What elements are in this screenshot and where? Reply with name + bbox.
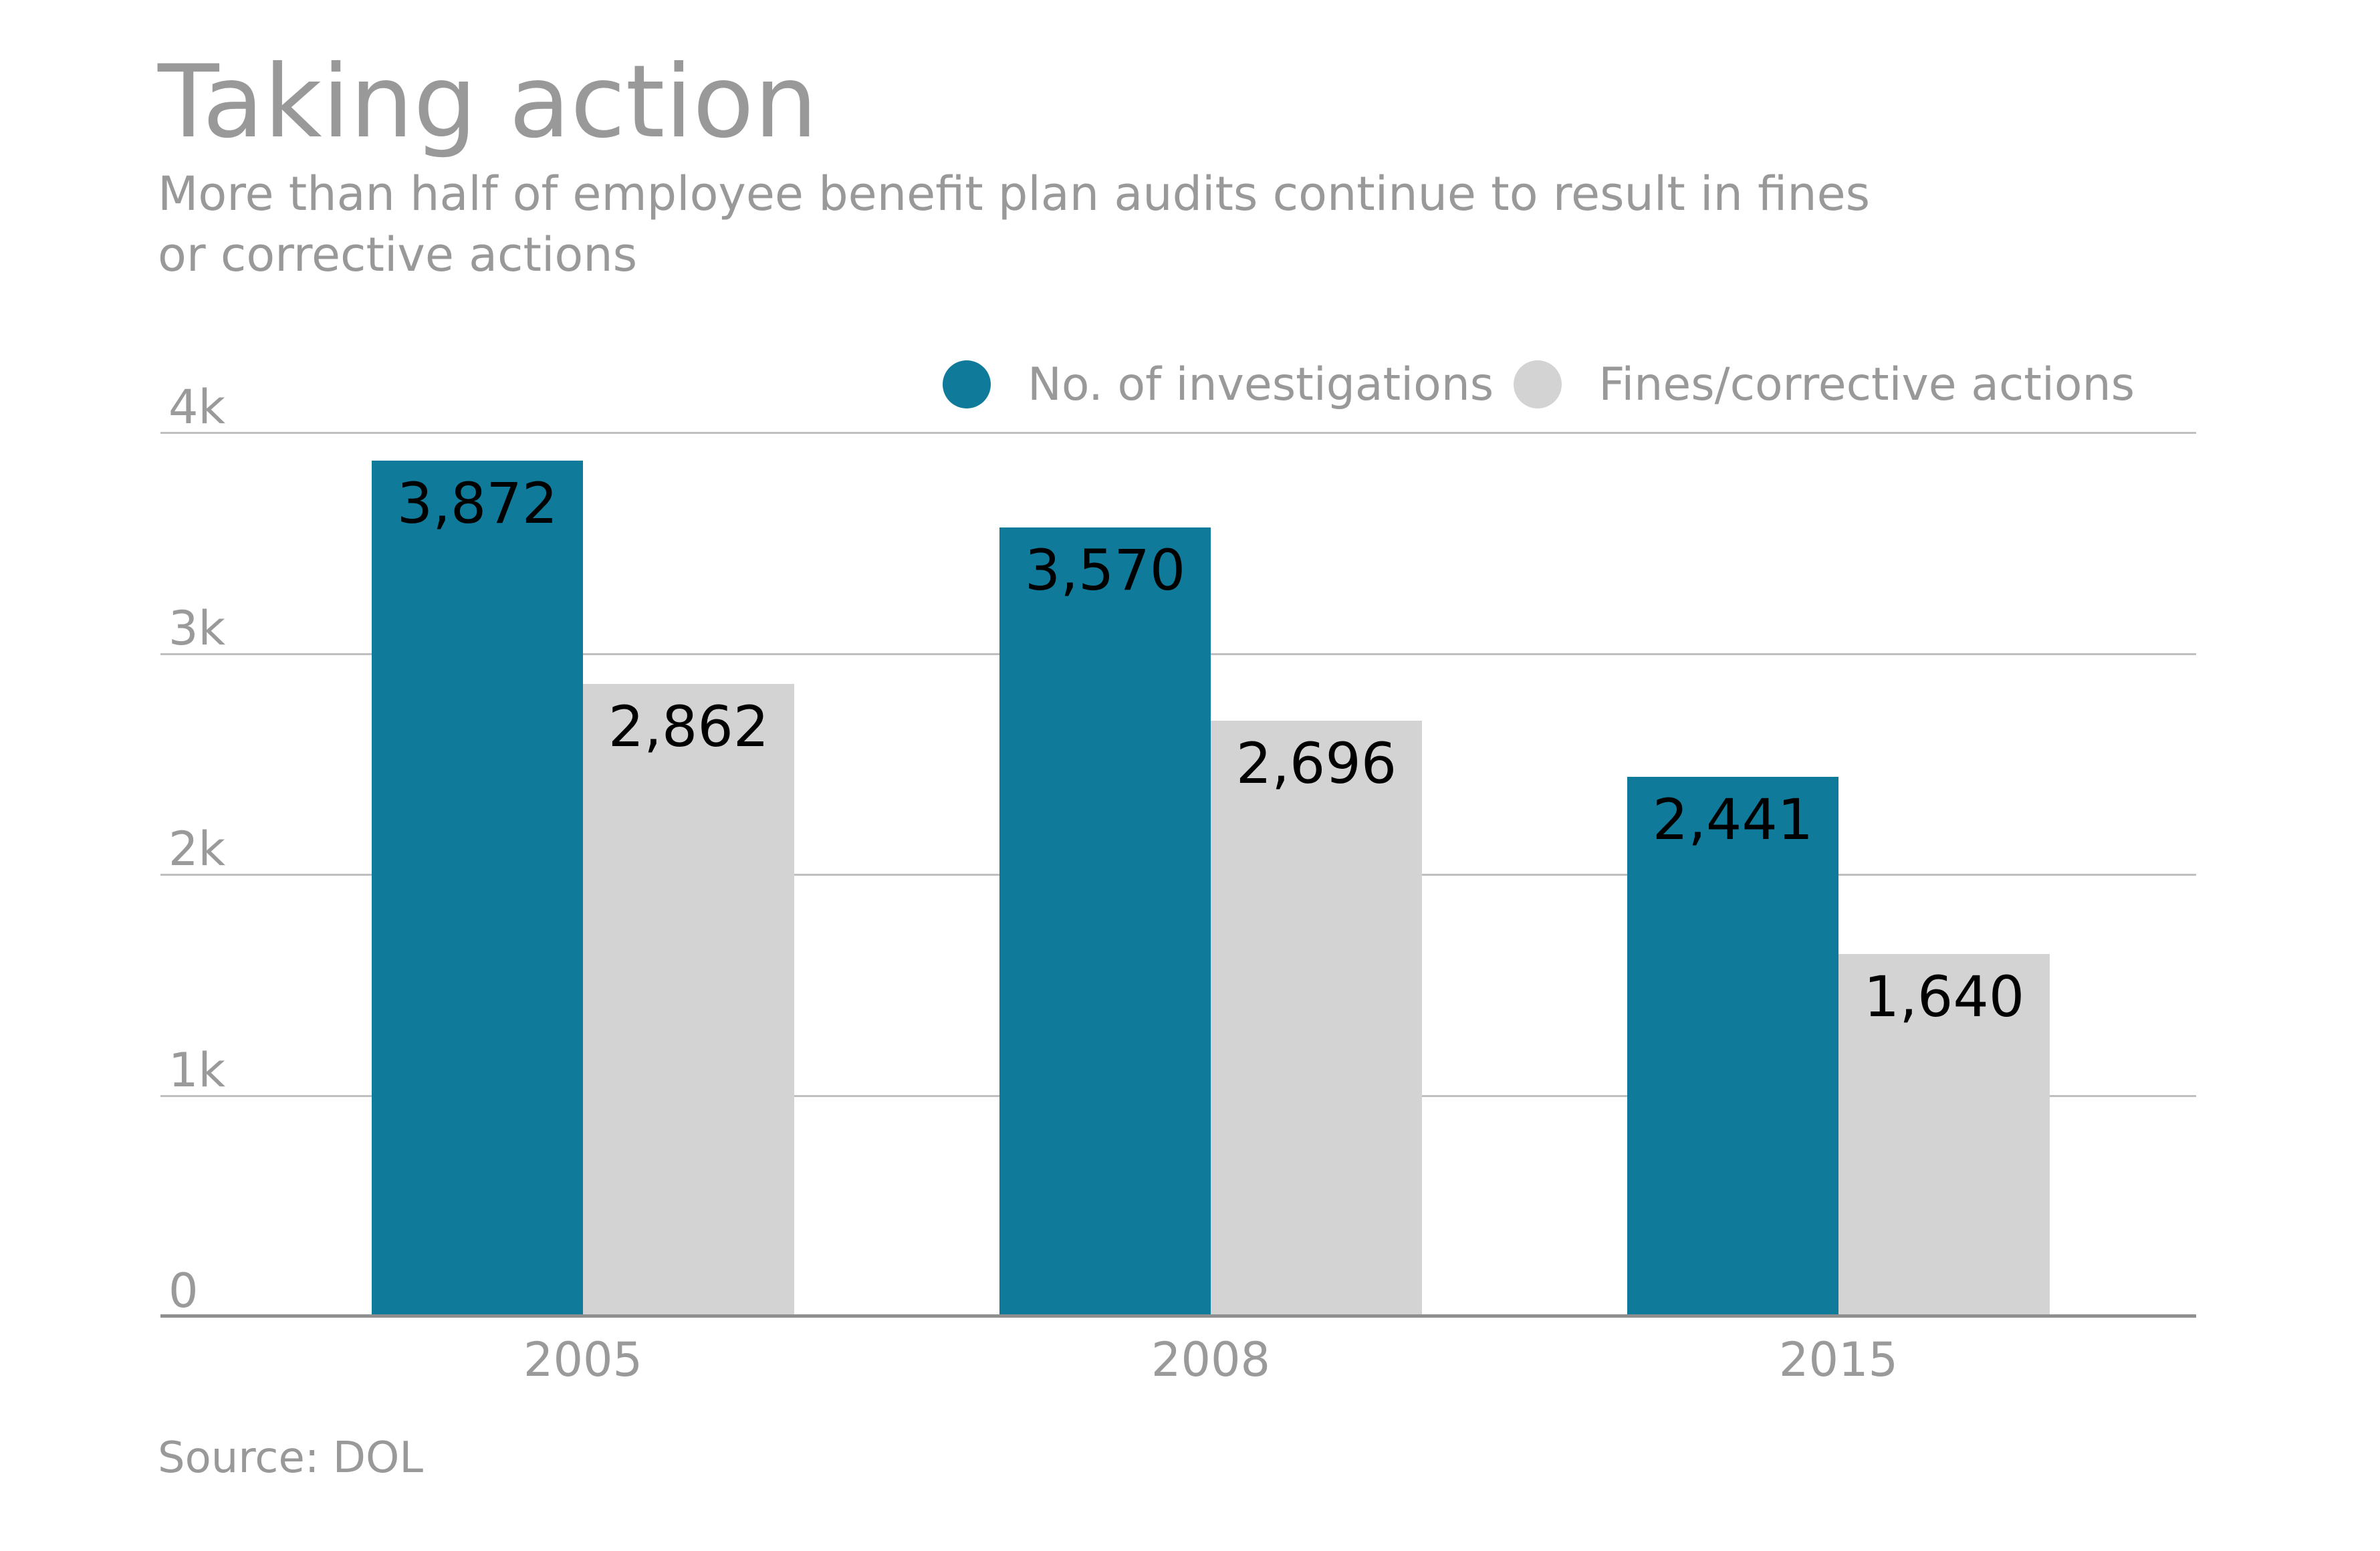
legend-swatch-fines-icon	[1514, 360, 1562, 408]
bar-value-label: 3,872	[396, 471, 558, 537]
legend-label-fines: Fines/corrective actions	[1598, 358, 2135, 411]
x-axis-tick-2008: 2008	[1151, 1332, 1271, 1387]
bar-value-label: 2,441	[1652, 787, 1814, 853]
x-axis-line	[160, 1314, 2196, 1318]
x-axis-tick-2005: 2005	[523, 1332, 643, 1387]
bar-2015-investigations: 2,441	[1627, 777, 1838, 1316]
y-axis-tick-2k: 2k	[168, 822, 226, 876]
bar-value-label: 2,696	[1235, 730, 1397, 796]
bar-value-label: 2,862	[608, 694, 769, 760]
bar-2005-fines: 2,862	[583, 684, 794, 1316]
source-note: Source: DOL	[158, 1433, 424, 1483]
legend-label-investigations: No. of investigations	[1028, 358, 1494, 411]
legend: No. of investigations Fines/corrective a…	[943, 358, 2135, 411]
subtitle-line-1: More than half of employee benefit plan …	[158, 166, 1871, 221]
bar-value-label: 3,570	[1024, 538, 1186, 604]
bar-2015-fines: 1,640	[1838, 953, 2050, 1316]
bar-value-label: 1,640	[1863, 963, 2025, 1030]
bar-2005-investigations: 3,872	[372, 461, 583, 1316]
gridline-4k	[160, 432, 2196, 434]
chart-subtitle: More than half of employee benefit plan …	[158, 164, 1870, 285]
x-axis-tick-2015: 2015	[1778, 1332, 1899, 1387]
page-title: Taking action	[158, 44, 818, 160]
y-axis-tick-3k: 3k	[168, 600, 226, 656]
plot-area: 4k 3k 2k 1k 0 3,872 2,862 2005 3,570 2,696 2008 2,4…	[160, 384, 2196, 1383]
y-axis-tick-4k: 4k	[168, 380, 226, 435]
y-axis-tick-1k: 1k	[168, 1042, 226, 1098]
bar-2008-investigations: 3,570	[999, 527, 1211, 1316]
bar-2008-fines: 2,696	[1211, 720, 1422, 1316]
subtitle-line-2: or corrective actions	[158, 227, 638, 282]
y-axis-tick-0: 0	[168, 1264, 199, 1318]
legend-swatch-investigations-icon	[943, 360, 991, 408]
